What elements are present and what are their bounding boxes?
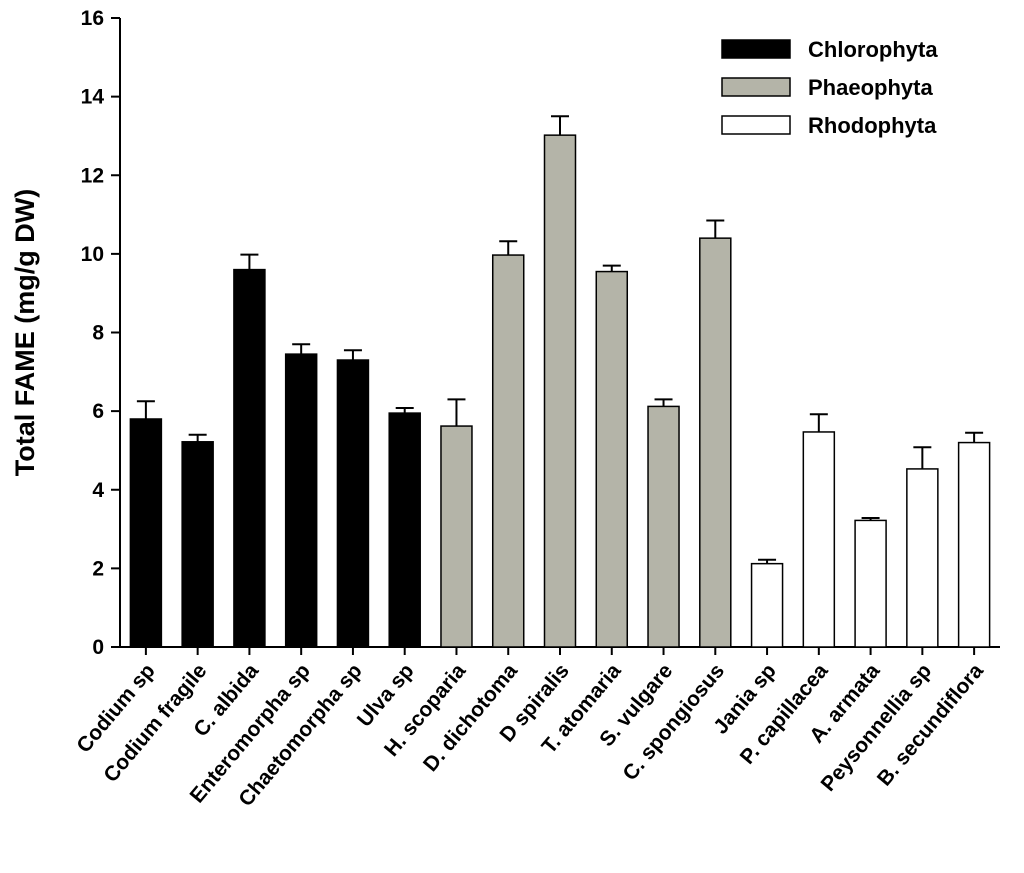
- bar-c-spongiosus: [699, 237, 732, 648]
- bar-chaetomorpha-sp: [336, 359, 370, 648]
- bar-codium-fragile: [181, 441, 214, 648]
- legend-label-rhodophyta: Rhodophyta: [808, 113, 937, 138]
- legend-label-chlorophyta: Chlorophyta: [808, 37, 938, 62]
- bar-s-vulgare: [647, 405, 680, 648]
- y-tick-label: 4: [92, 479, 104, 502]
- legend-label-phaeophyta: Phaeophyta: [808, 75, 933, 100]
- bar-h-scoparia: [440, 425, 473, 648]
- y-tick-label: 2: [92, 557, 104, 580]
- y-axis-label: Total FAME (mg/g DW): [10, 189, 40, 476]
- legend-swatch-chlorophyta: [721, 39, 791, 59]
- bars: [129, 115, 991, 648]
- bar-d-dichotoma: [491, 254, 525, 648]
- bar-b-secundiflora: [957, 441, 991, 648]
- y-tick-label: 10: [81, 243, 104, 266]
- legend-swatch-rhodophyta: [721, 115, 791, 135]
- bar-peysonnellia-sp: [906, 468, 939, 648]
- legend-swatch-phaeophyta: [721, 77, 791, 97]
- y-tick-label: 16: [81, 7, 104, 30]
- bar-enteromorpha-sp: [284, 353, 318, 648]
- y-ticks: 0 2 4 6 8 10 12 14 16: [81, 7, 120, 659]
- bar-a-armata: [854, 519, 887, 648]
- y-tick-label: 14: [81, 86, 105, 109]
- bar-t-atomaria: [595, 270, 629, 648]
- legend: Chlorophyta Phaeophyta Rhodophyta: [721, 37, 938, 138]
- y-axis: 0 2 4 6 8 10 12 14 16 Total FAME (mg/g DW): [10, 7, 121, 659]
- bar-ulva-sp: [388, 412, 421, 648]
- y-tick-label: 6: [92, 400, 104, 423]
- y-tick-label: 12: [81, 164, 104, 187]
- bar-d-spiralis: [543, 134, 577, 648]
- bar-jania-sp: [750, 562, 784, 648]
- y-tick-label: 0: [92, 636, 104, 659]
- y-tick-label: 8: [92, 322, 104, 345]
- bar-codium-sp: [129, 418, 163, 648]
- bar-p-capillacea: [802, 431, 836, 648]
- bar-c-albida: [233, 268, 266, 648]
